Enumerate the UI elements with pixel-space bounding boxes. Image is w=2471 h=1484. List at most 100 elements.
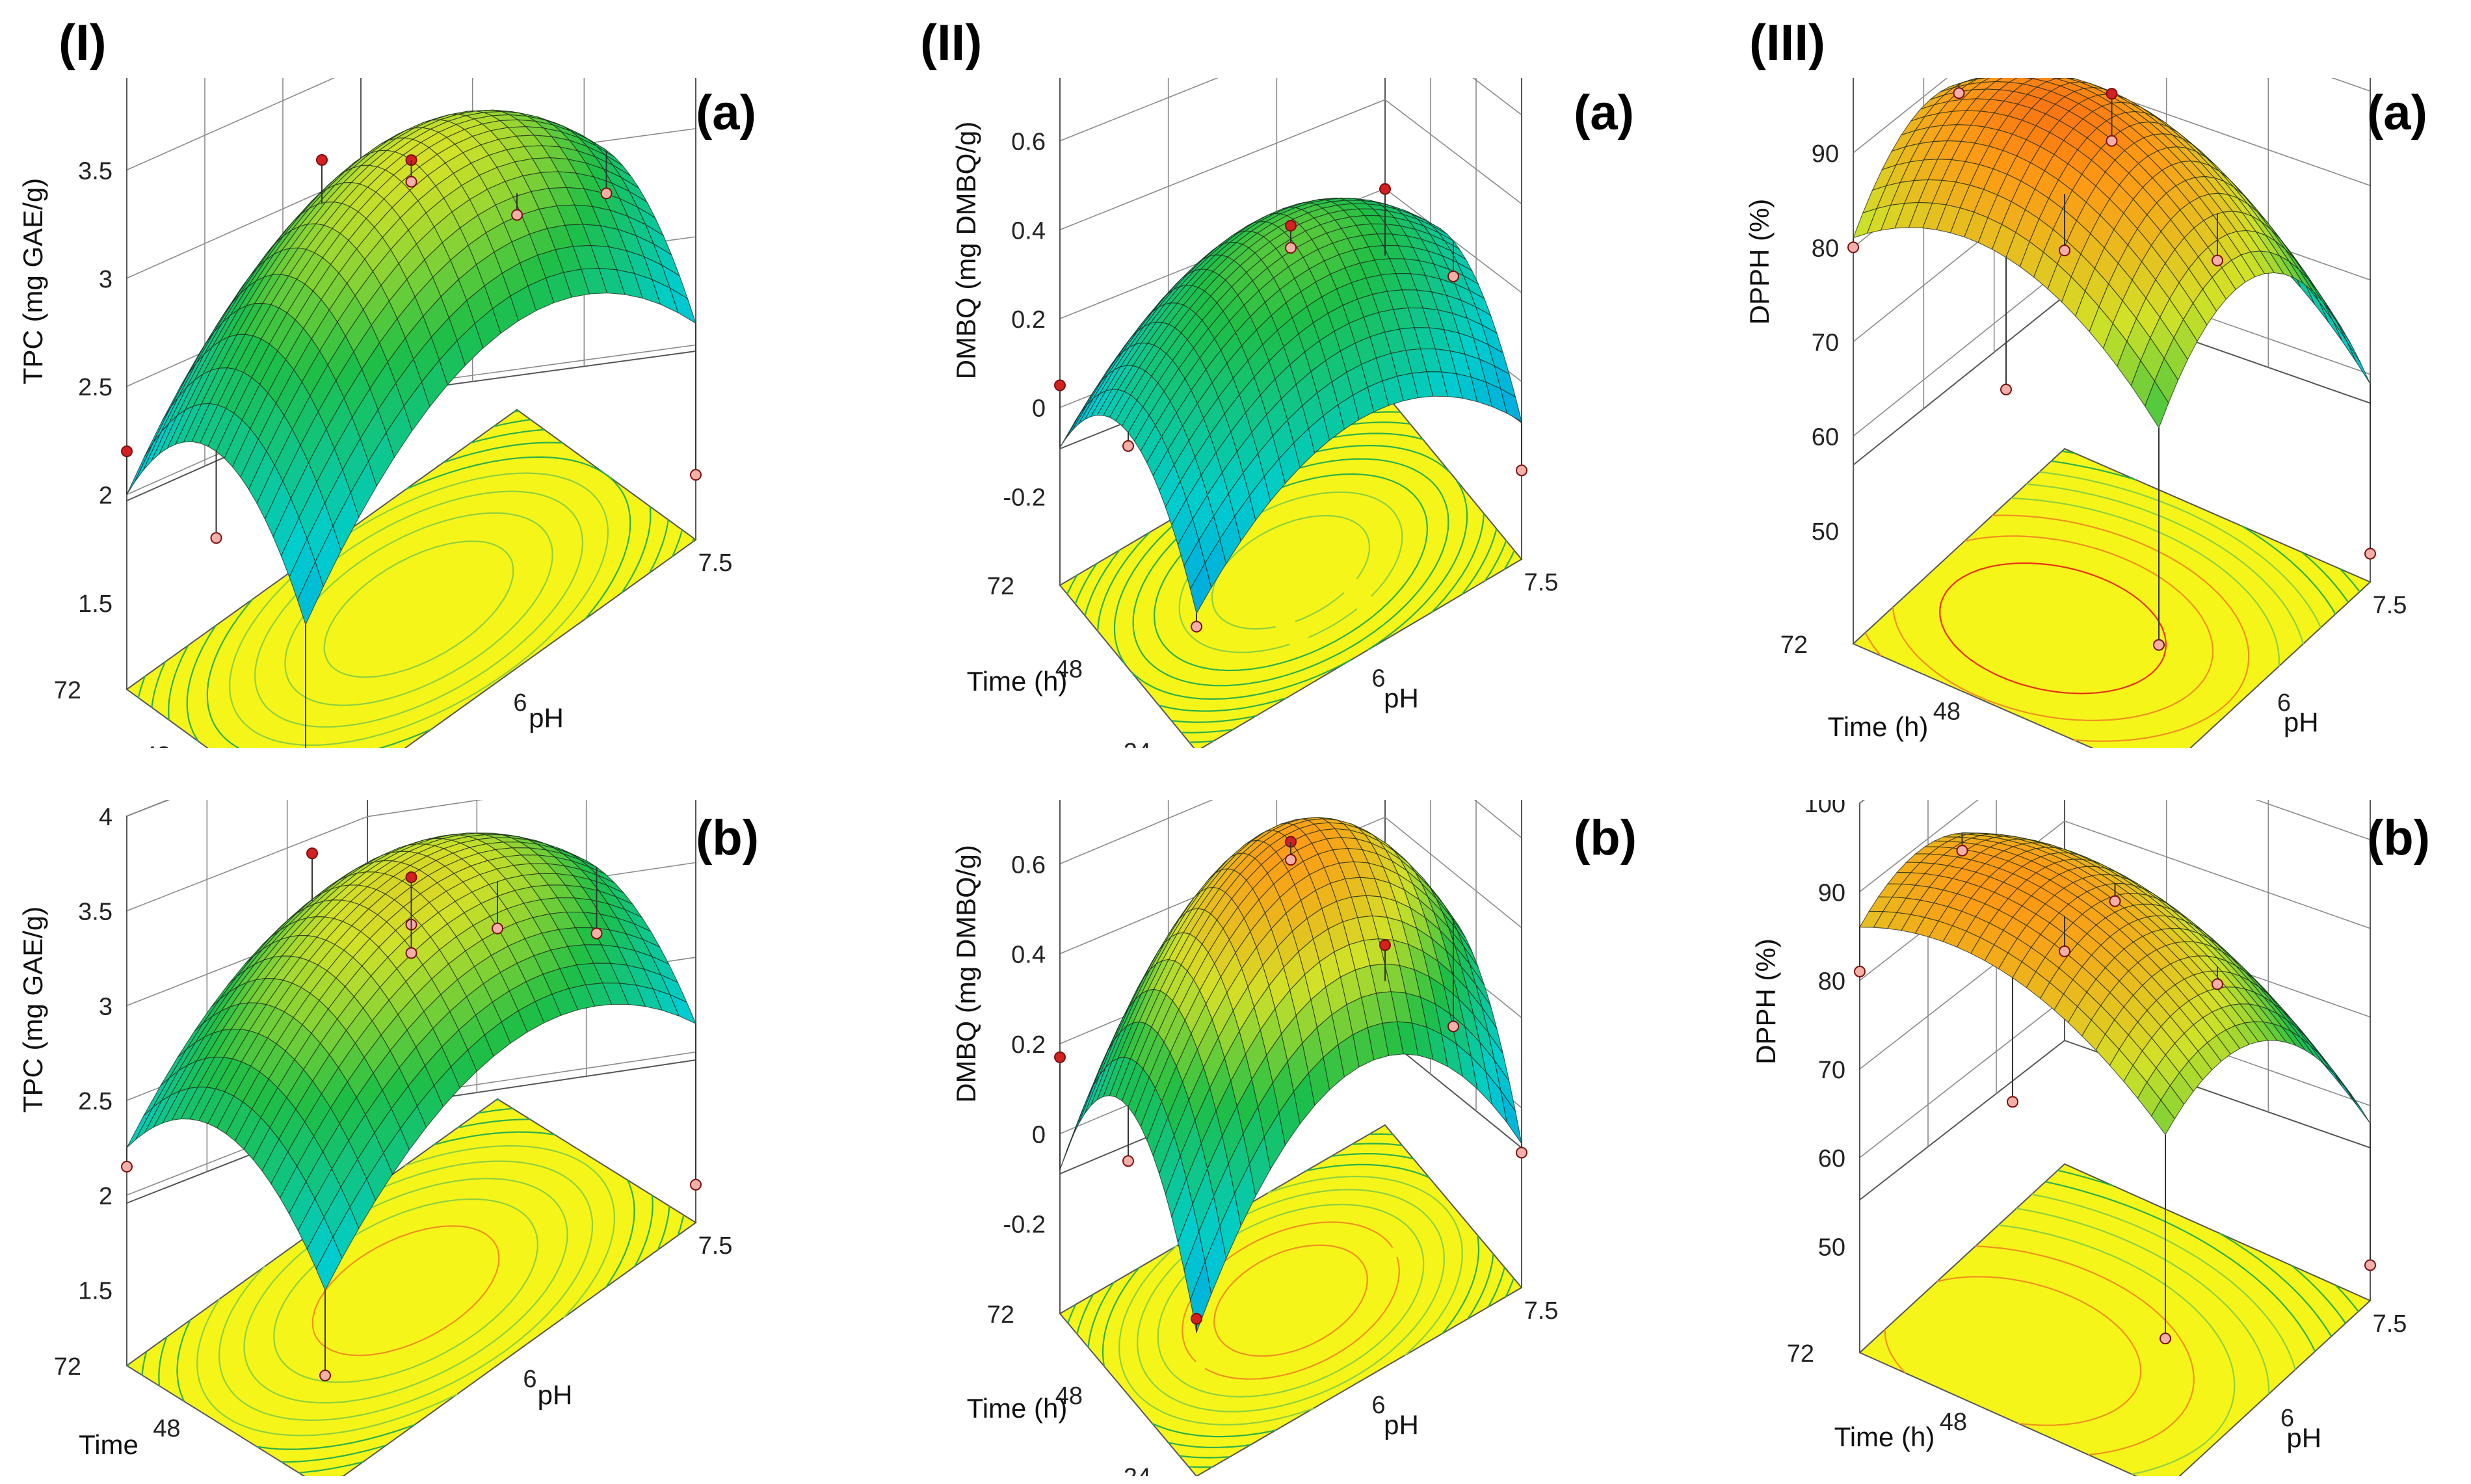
design-point	[1854, 965, 1866, 977]
design-point	[121, 1161, 133, 1173]
contour-line	[1998, 1224, 2236, 1476]
contour-floor	[1059, 1124, 1523, 1476]
surface-patch	[2332, 320, 2357, 363]
contour-line	[1892, 535, 2213, 721]
design-point	[210, 532, 222, 544]
column-label-II: (II)	[920, 14, 983, 71]
design-point	[1285, 854, 1297, 866]
contour-line	[254, 490, 584, 728]
design-point	[1847, 241, 1859, 254]
contour-line	[2016, 1208, 2270, 1394]
design-point	[1447, 1020, 1459, 1033]
design-point	[1054, 1051, 1066, 1063]
floor-plane	[1858, 1163, 2372, 1476]
contour-floor	[126, 408, 697, 748]
design-points	[1854, 832, 2376, 1345]
z-tick-label: 1.5	[78, 1277, 112, 1305]
y-tick-label: 48	[153, 1415, 180, 1442]
contour-line	[2061, 450, 2349, 603]
y-tick-label: 72	[54, 677, 81, 704]
design-point	[1516, 1146, 1527, 1159]
z-axis-title: DMBQ (mg DMBQ/g)	[951, 122, 981, 380]
wall-z-grid-line	[1059, 800, 1522, 865]
wall-z-grid-line	[1059, 99, 1522, 231]
contour-line	[141, 1107, 670, 1474]
z-tick-label: 0.4	[1011, 217, 1046, 245]
contour-line	[1975, 1245, 2195, 1456]
wall-z-grid-line	[126, 800, 170, 817]
wall-z-grid-line	[1859, 800, 1865, 804]
x-tick-label: 7.5	[2373, 1310, 2407, 1338]
z-tick-label: 50	[1818, 1234, 1845, 1261]
contour-line	[186, 442, 652, 742]
contour-line	[2011, 497, 2280, 667]
panel-label-II-b: (b)	[1574, 810, 1637, 866]
contour-line	[1087, 1153, 1494, 1448]
design-point	[1191, 620, 1202, 633]
surface-patch	[135, 432, 161, 483]
z-tick-label: 3.5	[78, 899, 112, 926]
x-axis-title: pH	[538, 1380, 573, 1411]
design-point	[1122, 440, 1134, 452]
y-axis-title: Time	[79, 1429, 139, 1460]
design-point	[1285, 220, 1297, 232]
surface-patch	[1189, 562, 1212, 615]
contour-line	[2031, 1193, 2296, 1370]
contour-floor	[1059, 392, 1523, 748]
z-tick-label: 3	[99, 993, 112, 1020]
column-label-III: (III)	[1749, 14, 1825, 71]
z-tick-label: 60	[1818, 1145, 1845, 1173]
z-tick-label: 0	[1032, 395, 1046, 423]
design-point	[511, 209, 523, 221]
contour-line	[2045, 1181, 2316, 1352]
panel-label-I-a: (a)	[696, 85, 756, 140]
design-point	[319, 1370, 331, 1382]
contour-line	[1076, 1143, 1505, 1459]
y-tick-label: 48	[143, 742, 170, 748]
contour-line	[2339, 568, 2360, 592]
contour-line	[1097, 432, 1485, 712]
design-point	[492, 922, 503, 934]
surface-patch	[2144, 380, 2169, 429]
contour-line	[2291, 1265, 2346, 1324]
y-tick-label: 72	[987, 1301, 1014, 1329]
contour-line	[323, 540, 514, 678]
contour-line	[1939, 562, 2167, 695]
contour-line	[158, 1119, 654, 1463]
design-point	[405, 947, 417, 959]
z-tick-label: 3	[99, 266, 112, 293]
x-tick-label: 7.5	[1524, 569, 1559, 596]
z-tick-label: 0.4	[1011, 942, 1046, 969]
surface-patch	[2323, 301, 2347, 341]
design-point	[690, 1178, 702, 1191]
contour-line	[284, 512, 553, 706]
design-point	[1447, 271, 1459, 282]
y-axis-title: Time (h)	[1828, 711, 1929, 742]
x-axis-title: pH	[2284, 707, 2319, 737]
z-tick-label: 4	[99, 804, 112, 831]
y-tick-label: 72	[1787, 1340, 1814, 1368]
design-point	[2106, 135, 2118, 147]
design-point	[1379, 183, 1391, 195]
contour-line	[196, 1145, 615, 1437]
contour-line	[127, 1099, 685, 1476]
design-point	[2153, 639, 2165, 651]
contour-line	[2334, 1284, 2359, 1312]
column-label-I: (I)	[59, 14, 107, 71]
z-tick-label: 3.5	[78, 157, 112, 185]
design-points	[1054, 183, 1527, 633]
contour-line	[2057, 1169, 2332, 1337]
design-point	[405, 871, 417, 883]
design-point	[2212, 978, 2223, 990]
contour-line	[1118, 1176, 1463, 1425]
wall-z-grid-line	[126, 78, 336, 171]
x-tick-label: 6	[513, 689, 527, 717]
contour-floor	[1852, 447, 2372, 748]
contour-line	[1213, 1244, 1368, 1357]
contour-line	[206, 456, 631, 748]
design-point	[2059, 245, 2070, 257]
